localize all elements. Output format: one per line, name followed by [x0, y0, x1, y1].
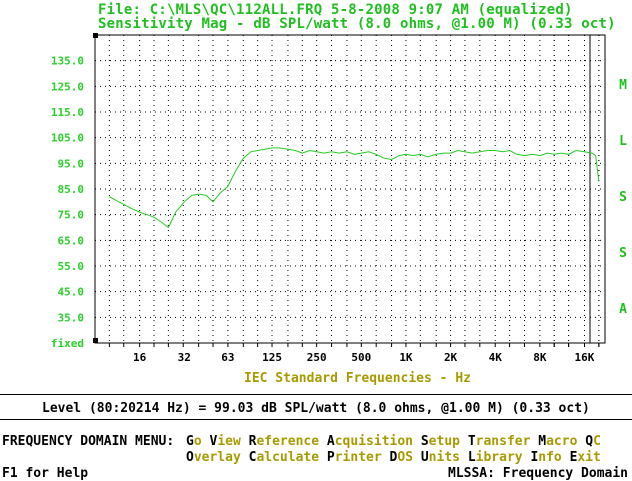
- menu-info-menu-item[interactable]: Info: [530, 450, 562, 465]
- menu-setup-menu-item[interactable]: Setup: [420, 434, 460, 449]
- chart-title: Sensitivity Mag - dB SPL/watt (8.0 ohms,…: [98, 16, 616, 32]
- x-tick-labels: 16 32 63 125 250 500 1K 2K 4K 8K 16K: [133, 351, 595, 364]
- side-letter: M: [619, 78, 627, 93]
- x-tick-label: 8K: [533, 351, 547, 364]
- menu-view-menu-item[interactable]: View: [209, 434, 241, 449]
- x-tick-label: 1K: [399, 351, 413, 364]
- menu-row-1: Go View Reference Acquisition Setup Tran…: [186, 434, 601, 449]
- y-tick-label: 35.0: [58, 311, 85, 324]
- x-tick-label: 2K: [444, 351, 458, 364]
- y-tick-label: 115.0: [51, 106, 84, 119]
- side-letter: A: [619, 302, 627, 317]
- x-axis-label: IEC Standard Frequencies - Hz: [244, 371, 471, 386]
- series-layer: [109, 147, 600, 229]
- divider: [0, 419, 632, 420]
- y-tick-label: 85.0: [58, 183, 85, 196]
- level-readout: Level (80:20214 Hz) = 99.03 dB SPL/watt …: [42, 401, 590, 416]
- frame-corner-marker: [93, 33, 98, 38]
- menu-qc-menu-item[interactable]: QC: [585, 434, 601, 449]
- side-letter: S: [619, 190, 627, 205]
- y-tick-label: 135.0: [51, 55, 84, 68]
- frame-corner-marker: [93, 338, 98, 343]
- y-tick-label: 75.0: [58, 209, 85, 222]
- file-line: File: C:\MLS\QC\112ALL.FRQ 5-8-2008 9:07…: [98, 2, 573, 18]
- menu-reference-menu-item[interactable]: Reference: [248, 434, 320, 449]
- menu-units-menu-item[interactable]: Units: [420, 450, 460, 465]
- menu-title: FREQUENCY DOMAIN MENU:: [2, 434, 175, 449]
- menu-overlay-menu-item[interactable]: Overlay: [186, 450, 241, 465]
- response-curve: [109, 147, 600, 229]
- x-tick-label: 16K: [575, 351, 595, 364]
- side-letter: L: [619, 134, 627, 149]
- x-tick-label: 500: [351, 351, 371, 364]
- side-letter: S: [619, 246, 627, 261]
- menu-library-menu-item[interactable]: Library: [467, 450, 523, 465]
- x-tick-label: 250: [307, 351, 327, 364]
- menu-acquisition-menu-item[interactable]: Acquisition: [326, 434, 414, 449]
- x-tick-label: 32: [178, 351, 191, 364]
- menu-go-menu-item[interactable]: Go: [186, 434, 202, 449]
- grid-lines: [95, 35, 605, 347]
- y-tick-label: 45.0: [58, 286, 85, 299]
- menu-row-2: Overlay Calculate Printer DOS Units Libr…: [186, 450, 601, 465]
- menu-calculate-menu-item[interactable]: Calculate: [248, 450, 320, 465]
- x-tick-label: 4K: [489, 351, 503, 364]
- menu-transfer-menu-item[interactable]: Transfer: [467, 434, 531, 449]
- menu-macro-menu-item[interactable]: Macro: [538, 434, 578, 449]
- y-tick-label: fixed: [51, 337, 84, 350]
- menu-printer-menu-item[interactable]: Printer: [326, 450, 382, 465]
- menu-dos-menu-item[interactable]: DOS: [389, 450, 414, 465]
- x-tick-label: 16: [133, 351, 147, 364]
- side-label: M L S S A: [617, 40, 629, 336]
- x-tick-label: 125: [262, 351, 282, 364]
- x-tick-label: 63: [221, 351, 234, 364]
- divider: [0, 394, 632, 395]
- y-tick-label: 65.0: [58, 234, 85, 247]
- y-tick-label: 55.0: [58, 260, 85, 273]
- frequency-response-chart: 135.0 125.0 115.0 105.0 95.0 85.0 75.0 65.0 55.0…: [51, 33, 606, 364]
- mode-indicator: MLSSA: Frequency Domain: [448, 466, 629, 481]
- y-tick-label: 125.0: [51, 80, 84, 93]
- menu-exit-menu-item[interactable]: Exit: [569, 450, 601, 465]
- y-tick-label: 95.0: [58, 157, 85, 170]
- help-hint: F1 for Help: [2, 466, 89, 481]
- y-tick-labels: 135.0 125.0 115.0 105.0 95.0 85.0 75.0 65.0 55.0…: [51, 55, 84, 350]
- y-tick-label: 105.0: [51, 132, 84, 145]
